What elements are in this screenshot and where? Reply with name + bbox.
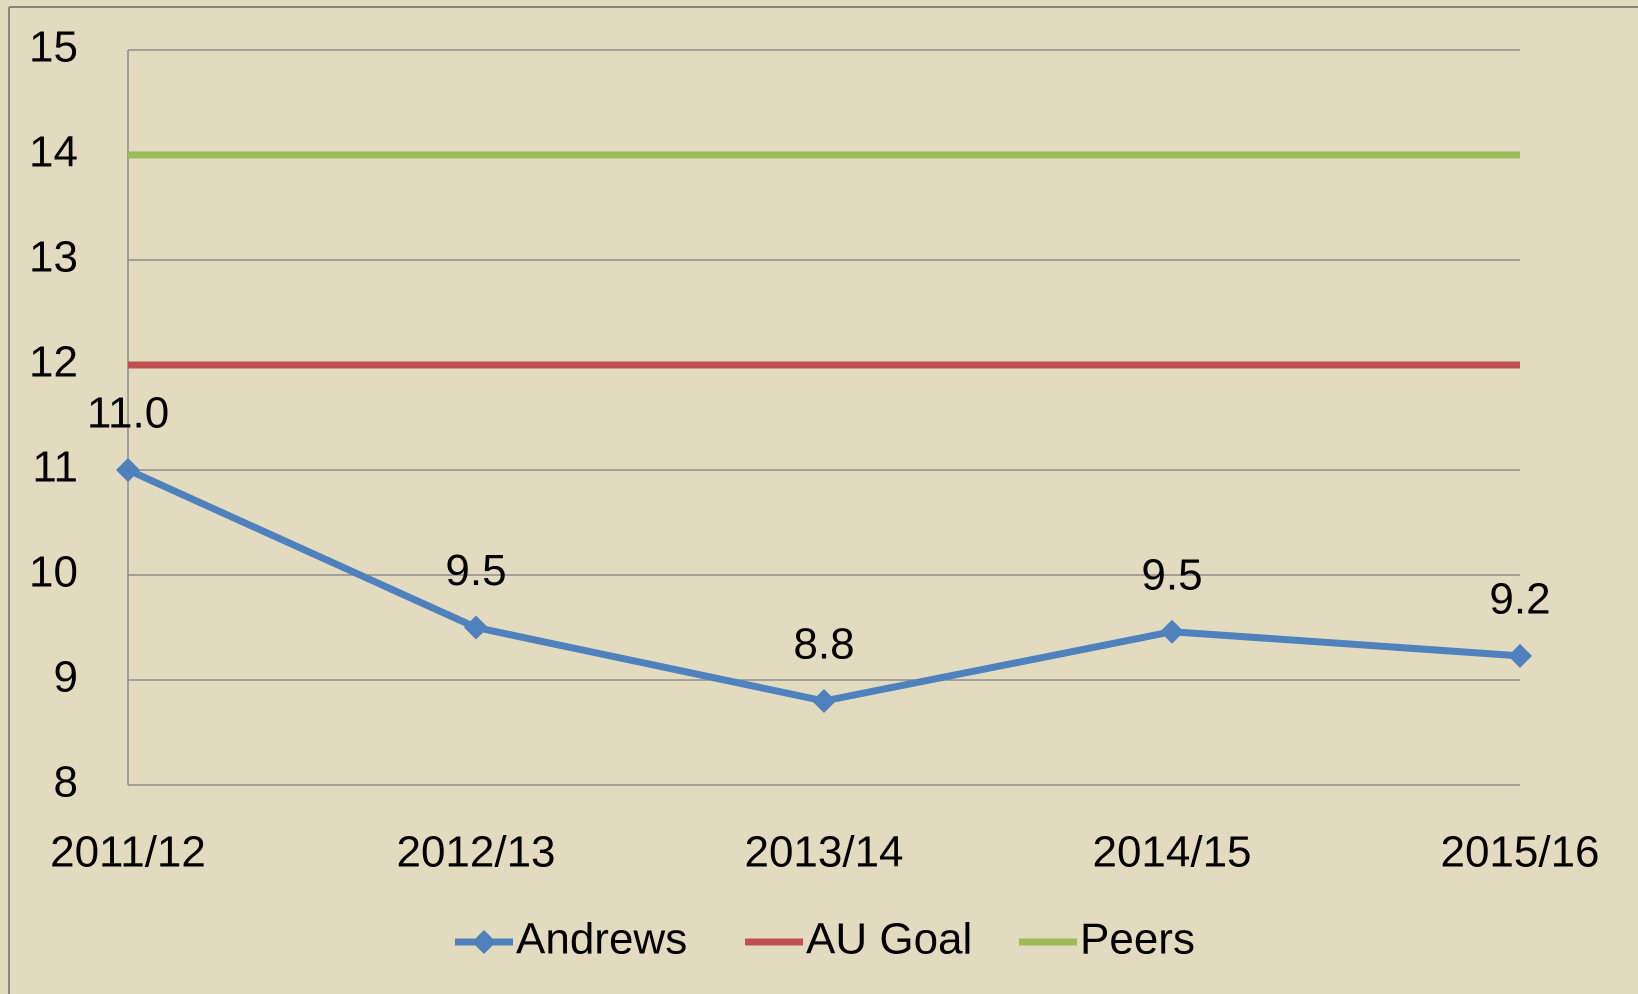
x-tick-label: 2015/16 [1440, 828, 1599, 877]
y-tick-label: 8 [54, 758, 78, 807]
y-tick-label: 10 [29, 548, 78, 597]
point-marker [116, 458, 140, 482]
x-tick-label: 2011/12 [50, 828, 206, 877]
point-marker [464, 615, 488, 640]
y-tick-label: 11 [32, 443, 78, 492]
point-marker [1508, 643, 1532, 668]
y-tick-label: 13 [29, 233, 78, 282]
data-label: 9.5 [1141, 550, 1202, 599]
legend-label: AU Goal [806, 915, 972, 964]
point-marker [812, 689, 836, 713]
x-tick-label: 2013/14 [744, 828, 903, 877]
y-tick-label: 15 [29, 23, 78, 72]
x-tick-label: 2014/15 [1092, 828, 1251, 877]
data-label: 9.2 [1489, 574, 1550, 623]
legend-label: Andrews [516, 915, 687, 964]
y-tick-label: 9 [54, 653, 78, 702]
legend-label: Peers [1080, 915, 1195, 964]
data-label: 8.8 [793, 620, 854, 669]
data-label: 11.0 [87, 389, 169, 438]
y-tick-label: 14 [29, 128, 78, 177]
x-tick-label: 2012/13 [396, 828, 555, 877]
data-label: 9.5 [445, 546, 506, 595]
point-marker [1160, 619, 1184, 644]
y-tick-label: 12 [29, 338, 78, 387]
legend-marker [472, 930, 496, 954]
